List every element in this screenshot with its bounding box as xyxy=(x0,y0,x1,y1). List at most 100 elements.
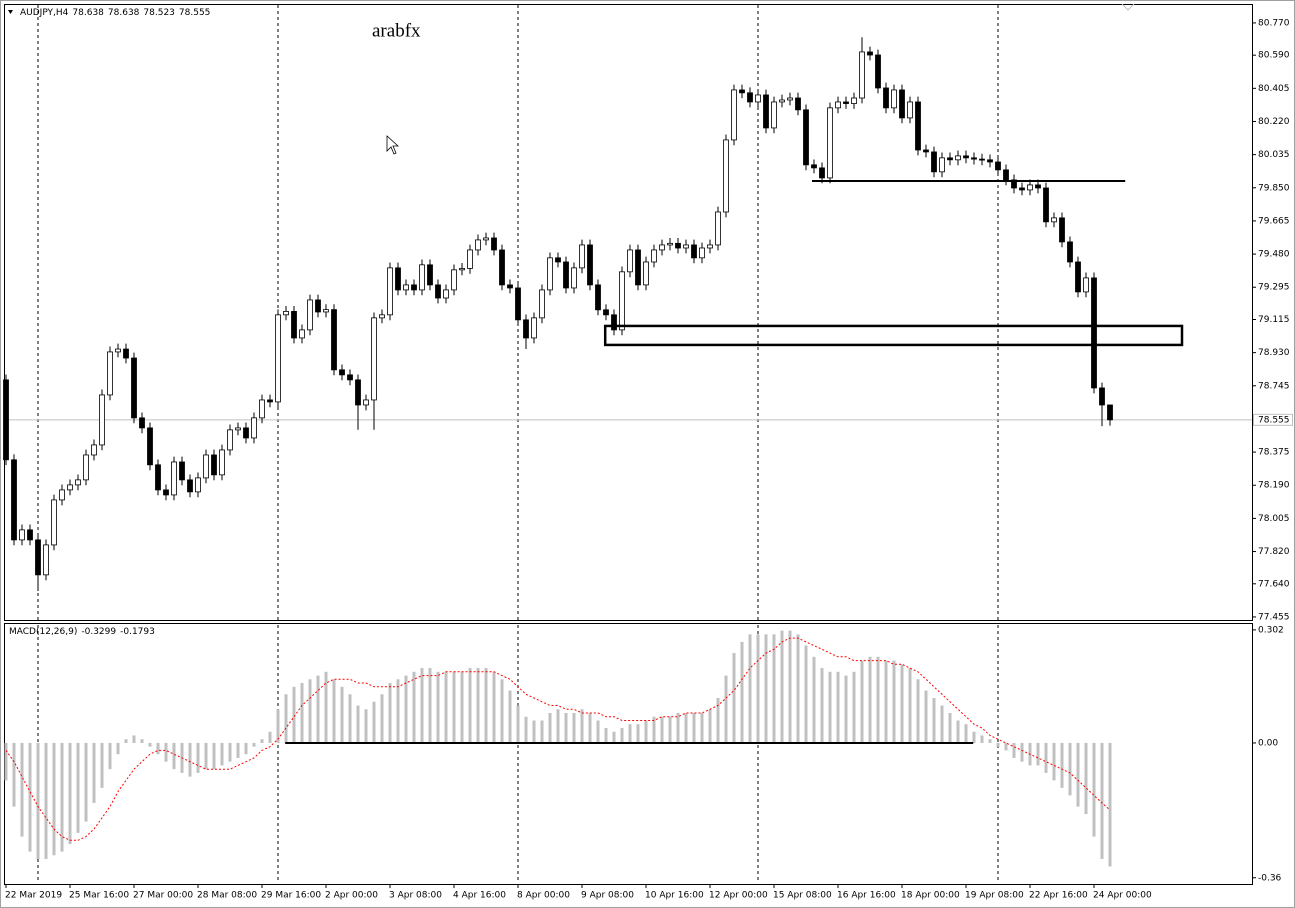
rectangle-object xyxy=(603,324,1184,347)
histogram-bar xyxy=(44,742,48,860)
candle-body xyxy=(323,309,329,313)
x-tick-label: 3 Apr 08:00 xyxy=(389,891,442,901)
histogram-bar xyxy=(724,675,728,743)
histogram-bar xyxy=(564,712,568,743)
histogram-bar xyxy=(900,664,904,743)
histogram-bar xyxy=(20,742,24,837)
histogram-bar xyxy=(748,634,752,743)
candle-body xyxy=(251,417,257,439)
histogram-bar xyxy=(236,742,240,758)
x-tick-label: 28 Mar 08:00 xyxy=(197,891,257,901)
histogram-bar xyxy=(924,690,928,743)
candle-body xyxy=(907,101,913,119)
x-tick-label: 15 Apr 08:00 xyxy=(773,891,832,901)
candle-body xyxy=(803,109,809,166)
last-high: 78.638 xyxy=(108,8,140,18)
mouse-cursor xyxy=(386,135,400,155)
candle-body xyxy=(123,348,129,359)
candle-body xyxy=(451,269,457,291)
shift-marker xyxy=(1121,3,1135,11)
histogram-bar xyxy=(28,742,32,852)
candle-body xyxy=(875,54,881,89)
candle-body xyxy=(131,357,137,419)
candle-body xyxy=(475,239,481,251)
candle-body xyxy=(299,329,305,339)
histogram-bar xyxy=(300,683,304,743)
histogram-bar xyxy=(812,656,816,743)
histogram-bar xyxy=(796,634,800,743)
histogram-bar xyxy=(652,716,656,743)
histogram-bar xyxy=(716,698,720,743)
histogram-bar xyxy=(260,739,264,743)
y-tick-label: 79.850 xyxy=(1258,183,1290,193)
macd-panel xyxy=(4,623,1253,885)
histogram-bar xyxy=(620,727,624,743)
candle-body xyxy=(443,289,449,299)
candle-body xyxy=(819,167,825,179)
histogram-bar xyxy=(372,701,376,743)
candle-body xyxy=(1067,241,1073,263)
candle-body xyxy=(931,151,937,173)
histogram-bar xyxy=(476,668,480,743)
histogram-bar xyxy=(140,739,144,743)
histogram-bar xyxy=(484,668,488,743)
histogram-bar xyxy=(308,679,312,743)
histogram-bar xyxy=(316,675,320,743)
histogram-bar xyxy=(964,724,968,743)
candle-body xyxy=(115,348,121,353)
candle-body xyxy=(1083,277,1089,293)
candle-body xyxy=(979,158,985,161)
histogram-bar xyxy=(732,653,736,743)
histogram-bar xyxy=(1100,742,1104,860)
histogram-bar xyxy=(452,671,456,743)
histogram-bar xyxy=(428,668,432,743)
candle-body xyxy=(507,284,513,289)
x-tick-label: 16 Apr 16:00 xyxy=(837,891,896,901)
candle-body xyxy=(675,242,681,249)
histogram-bar xyxy=(228,742,232,762)
histogram-bar xyxy=(204,742,208,770)
y-tick-label: 79.115 xyxy=(1258,315,1290,325)
symbol-menu-arrow[interactable] xyxy=(8,10,13,14)
histogram-bar xyxy=(588,712,592,743)
y-tick-label: 77.820 xyxy=(1258,547,1290,557)
signal-line xyxy=(5,637,1111,841)
candle-body xyxy=(139,417,145,429)
candle-body xyxy=(611,314,617,331)
histogram-bar xyxy=(220,742,224,766)
candle-body xyxy=(723,139,729,213)
macd-last: -0.3299 xyxy=(81,627,116,637)
histogram-bar xyxy=(700,712,704,743)
y-tick-label: -0.36 xyxy=(1258,873,1282,883)
histogram-bar xyxy=(164,742,168,762)
histogram-bar xyxy=(1068,742,1072,796)
candle-body xyxy=(747,92,753,103)
candle-body xyxy=(763,94,769,129)
candle-body xyxy=(715,211,721,246)
candle-body xyxy=(1099,387,1105,406)
candle-body xyxy=(243,427,249,439)
y-tick-label: 78.930 xyxy=(1258,348,1290,358)
last-close: 78.555 xyxy=(179,8,211,18)
candle-body xyxy=(835,101,841,109)
histogram-bar xyxy=(244,742,248,755)
histogram-bar xyxy=(380,694,384,743)
candle-body xyxy=(739,89,745,94)
candle-body xyxy=(419,264,425,291)
histogram-bar xyxy=(596,720,600,743)
candle-body xyxy=(627,249,633,273)
candle-body xyxy=(1075,261,1081,293)
candle-body xyxy=(371,317,377,401)
candle-body xyxy=(307,299,313,331)
watermark: arabfx xyxy=(372,20,421,41)
x-tick-label: 19 Apr 08:00 xyxy=(965,891,1024,901)
histogram-bar xyxy=(908,668,912,743)
histogram-bar xyxy=(828,671,832,743)
histogram-bar xyxy=(292,686,296,743)
candle-body xyxy=(3,379,9,461)
histogram-bar xyxy=(788,630,792,743)
candle-body xyxy=(355,379,361,406)
candle-body xyxy=(219,449,225,476)
